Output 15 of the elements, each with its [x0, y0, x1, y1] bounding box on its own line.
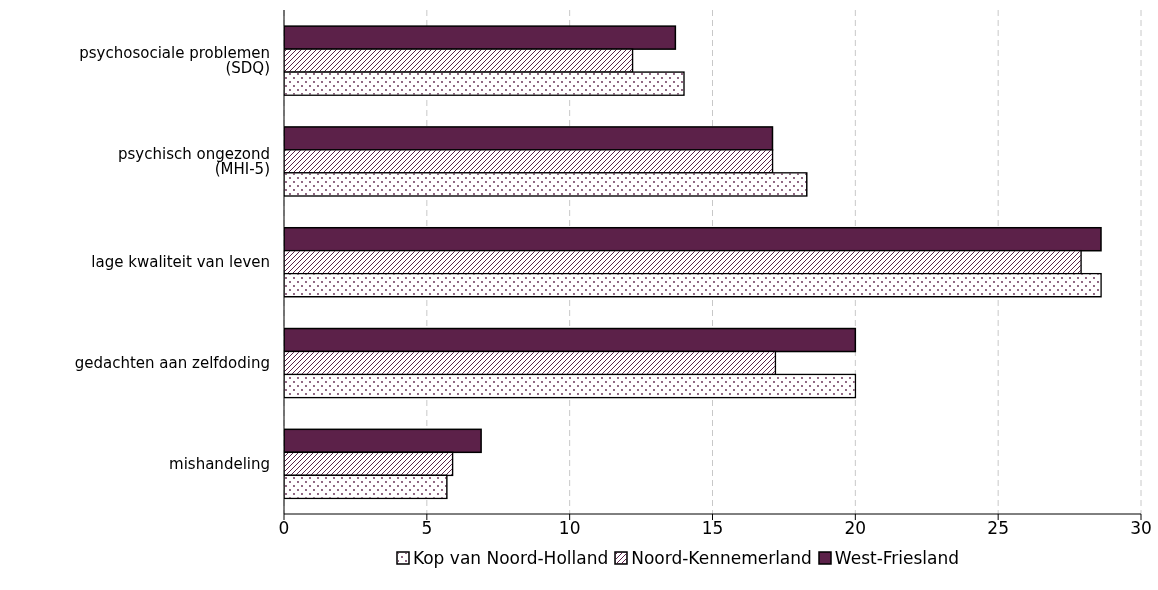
y-tick-label: psychisch ongezond (MHI-5) [118, 145, 270, 179]
y-tick-label: psychosociale problemen (SDQ) [79, 44, 270, 78]
y-tick-label: lage kwaliteit van leven [91, 253, 270, 272]
y-tick-label: mishandeling [169, 454, 270, 473]
x-tick-label: 25 [987, 518, 1009, 539]
y-tick-label: gedachten aan zelfdoding [74, 354, 270, 373]
legend-label: West-Friesland [833, 548, 960, 568]
x-tick-label: 15 [701, 518, 724, 539]
legend-label: Noord-Kennemerland [630, 548, 812, 568]
x-tick-label: 20 [844, 518, 867, 539]
x-tick-label: 5 [421, 518, 433, 539]
legend-label: Kop van Noord-Holland [411, 548, 609, 568]
x-tick-label: 0 [278, 518, 290, 539]
x-tick-label: 10 [558, 518, 581, 539]
x-tick-label: 30 [1130, 518, 1152, 539]
